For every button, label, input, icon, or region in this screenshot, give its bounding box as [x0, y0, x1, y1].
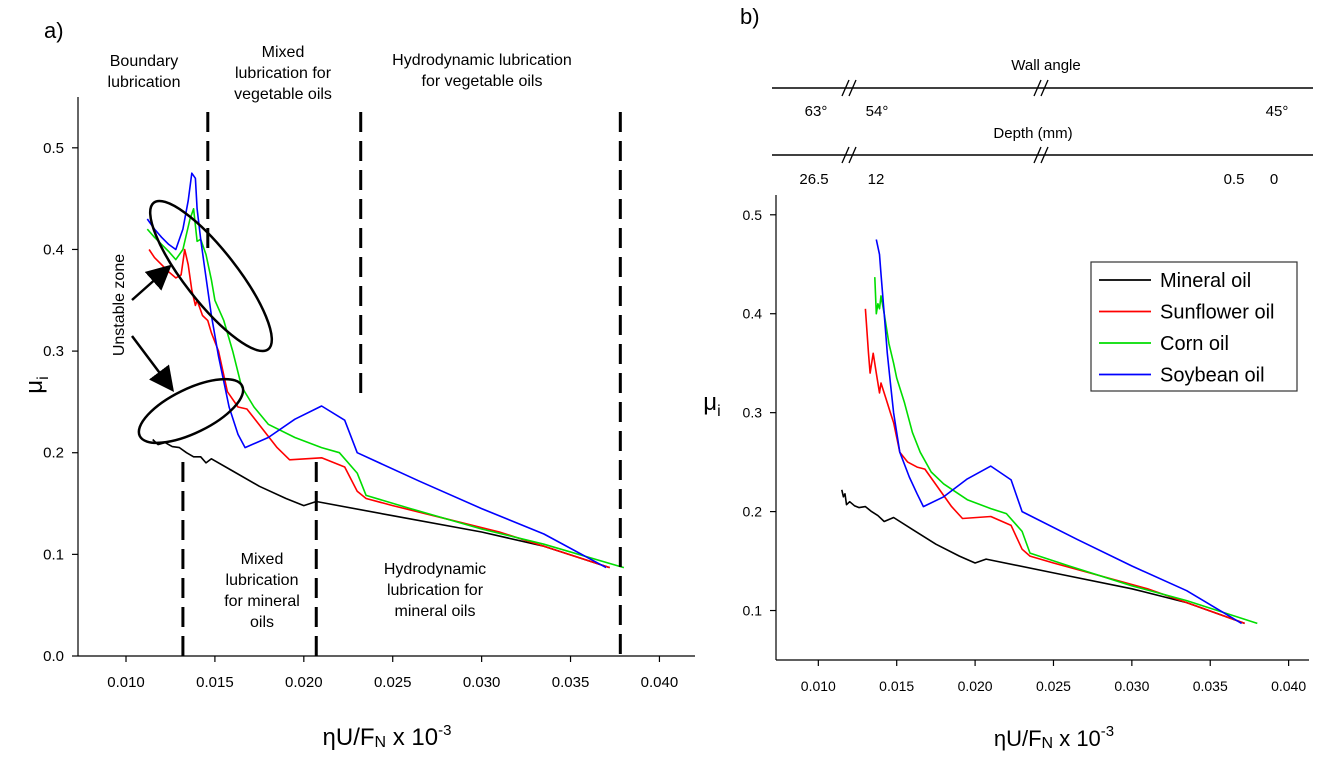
panel-b-x-tick-label: 0.020 — [958, 678, 993, 694]
panel-b-legend: Mineral oil Sunflower oil Corn oil Soybean … — [1090, 261, 1298, 392]
panel-a-y-tick-label: 0.4 — [43, 241, 64, 258]
panel-a-x-tick-label: 0.020 — [285, 674, 323, 691]
panel-b-y-axis-label: μi — [703, 389, 720, 420]
wall-angle-tick-63: 63° — [805, 103, 828, 120]
wall-angle-tick-54: 54° — [866, 103, 889, 120]
panel-a-x-tick-label: 0.025 — [374, 674, 412, 691]
panel-a-series-soybean-oil — [146, 172, 607, 569]
panel-b-y-tick-label: 0.2 — [743, 504, 763, 520]
panel-a-series-sunflower-oil — [148, 248, 610, 569]
panel-b-y-tick-label: 0.1 — [743, 603, 763, 619]
panel-b-series-mineral-oil — [841, 489, 1245, 625]
panel-a-label: a) — [44, 18, 64, 43]
panel-a-y-tick-label: 0.5 — [43, 140, 64, 157]
depth-label: Depth (mm) — [993, 125, 1072, 142]
panel-b-x-tick-label: 0.025 — [1036, 678, 1071, 694]
panel-a-series — [146, 172, 625, 569]
legend-label-sunflower-oil: Sunflower oil — [1160, 302, 1275, 324]
panel-b-series-soybean-oil — [875, 239, 1243, 625]
annotation-mixed-lubrication-for-mineral-oils: Mixed lubrication for mineral oils — [224, 551, 300, 631]
annotation-hydrodynamic-lubrication-for-vegetable-oils: Hydrodynamic lubrication for vegetable oi… — [392, 52, 572, 90]
panel-b-series-corn-oil — [874, 277, 1258, 625]
panel-b: b) Wall angle 63° 54° 45° Depth (mm) 26.… — [703, 4, 1313, 752]
unstable-zone-ellipse-mineral — [137, 377, 245, 445]
panel-b-x-tick-label: 0.010 — [801, 678, 836, 694]
depth-tick-12: 12 — [868, 171, 885, 188]
panel-a-x-tick-label: 0.010 — [107, 674, 145, 691]
panel-a-x-tick-label: 0.030 — [463, 674, 501, 691]
legend-box — [1090, 261, 1298, 392]
panel-a-annotations: Boundary lubrication Mixed lubrication for v… — [108, 44, 572, 631]
legend-label-soybean-oil: Soybean oil — [1160, 365, 1265, 387]
panel-b-y-tick-label: 0.3 — [743, 405, 763, 421]
panel-b-y-tick-label: 0.4 — [743, 306, 763, 322]
panel-a-x-tick-label: 0.040 — [641, 674, 679, 691]
panel-a-y-tick-label: 0.0 — [43, 648, 64, 665]
panel-b-x-tick-label: 0.035 — [1193, 678, 1228, 694]
panel-a: a) 0.010 0.015 0.020 0.025 0.030 0.035 0.0400.… — [21, 18, 695, 751]
annotation-unstable-zone: Unstable zone — [111, 254, 128, 356]
panel-b-x-tick-label: 0.015 — [879, 678, 914, 694]
panel-a-x-tick-label: 0.015 — [196, 674, 234, 691]
panel-a-axes: 0.010 0.015 0.020 0.025 0.030 0.035 0.040 0.0 0.… — [43, 97, 695, 691]
panel-b-x-tick-label: 0.040 — [1271, 678, 1306, 694]
panel-b-series-sunflower-oil — [864, 308, 1245, 625]
panel-a-x-tick-label: 0.035 — [552, 674, 590, 691]
panel-a-y-tick-label: 0.2 — [43, 445, 64, 462]
legend-label-corn-oil: Corn oil — [1160, 333, 1229, 355]
unstable-arrow-down — [131, 335, 174, 392]
depth-tick-26-5: 26.5 — [799, 171, 828, 188]
panel-a-regime-dashes — [181, 112, 622, 656]
panel-b-y-tick-label: 0.5 — [743, 207, 763, 223]
panel-a-y-axis-label: μi — [21, 376, 52, 393]
unstable-zone-ellipse-vegetable — [148, 199, 274, 353]
panel-b-x-axis-label: ηU/FN x 10-3 — [994, 723, 1114, 752]
axis-break-marks — [841, 79, 1049, 164]
annotation-mixed-lubrication-for-vegetable-oils: Mixed lubrication for vegetable oils — [234, 44, 332, 103]
wall-angle-tick-45: 45° — [1266, 103, 1289, 120]
panel-a-series-mineral-oil — [152, 438, 610, 569]
depth-tick-0-5: 0.5 — [1224, 171, 1245, 188]
panel-a-y-tick-label: 0.1 — [43, 546, 64, 563]
annotation-hydrodynamic-lubrication-for-mineral-oils: Hydrodynamic lubrication for mineral oils — [384, 561, 486, 620]
annotation-boundary-lubrication: Boundary lubrication — [108, 53, 181, 91]
panel-b-axes: 0.010 0.015 0.020 0.025 0.030 0.035 0.040 0.1 0.… — [743, 195, 1309, 694]
panel-a-x-axis-label: ηU/FN x 10-3 — [323, 722, 452, 751]
panel-a-series-corn-oil — [146, 208, 625, 569]
panel-a-y-tick-label: 0.3 — [43, 343, 64, 360]
legend-label-mineral-oil: Mineral oil — [1160, 270, 1251, 292]
panel-b-label: b) — [740, 4, 760, 29]
panel-b-x-tick-label: 0.030 — [1114, 678, 1149, 694]
panel-b-secondary-axes: Wall angle 63° 54° 45° Depth (mm) 26.5 1… — [772, 57, 1313, 188]
wall-angle-label: Wall angle — [1011, 57, 1080, 74]
panel-b-series — [841, 239, 1258, 625]
depth-tick-0: 0 — [1270, 171, 1278, 188]
unstable-arrow-up — [131, 264, 172, 301]
